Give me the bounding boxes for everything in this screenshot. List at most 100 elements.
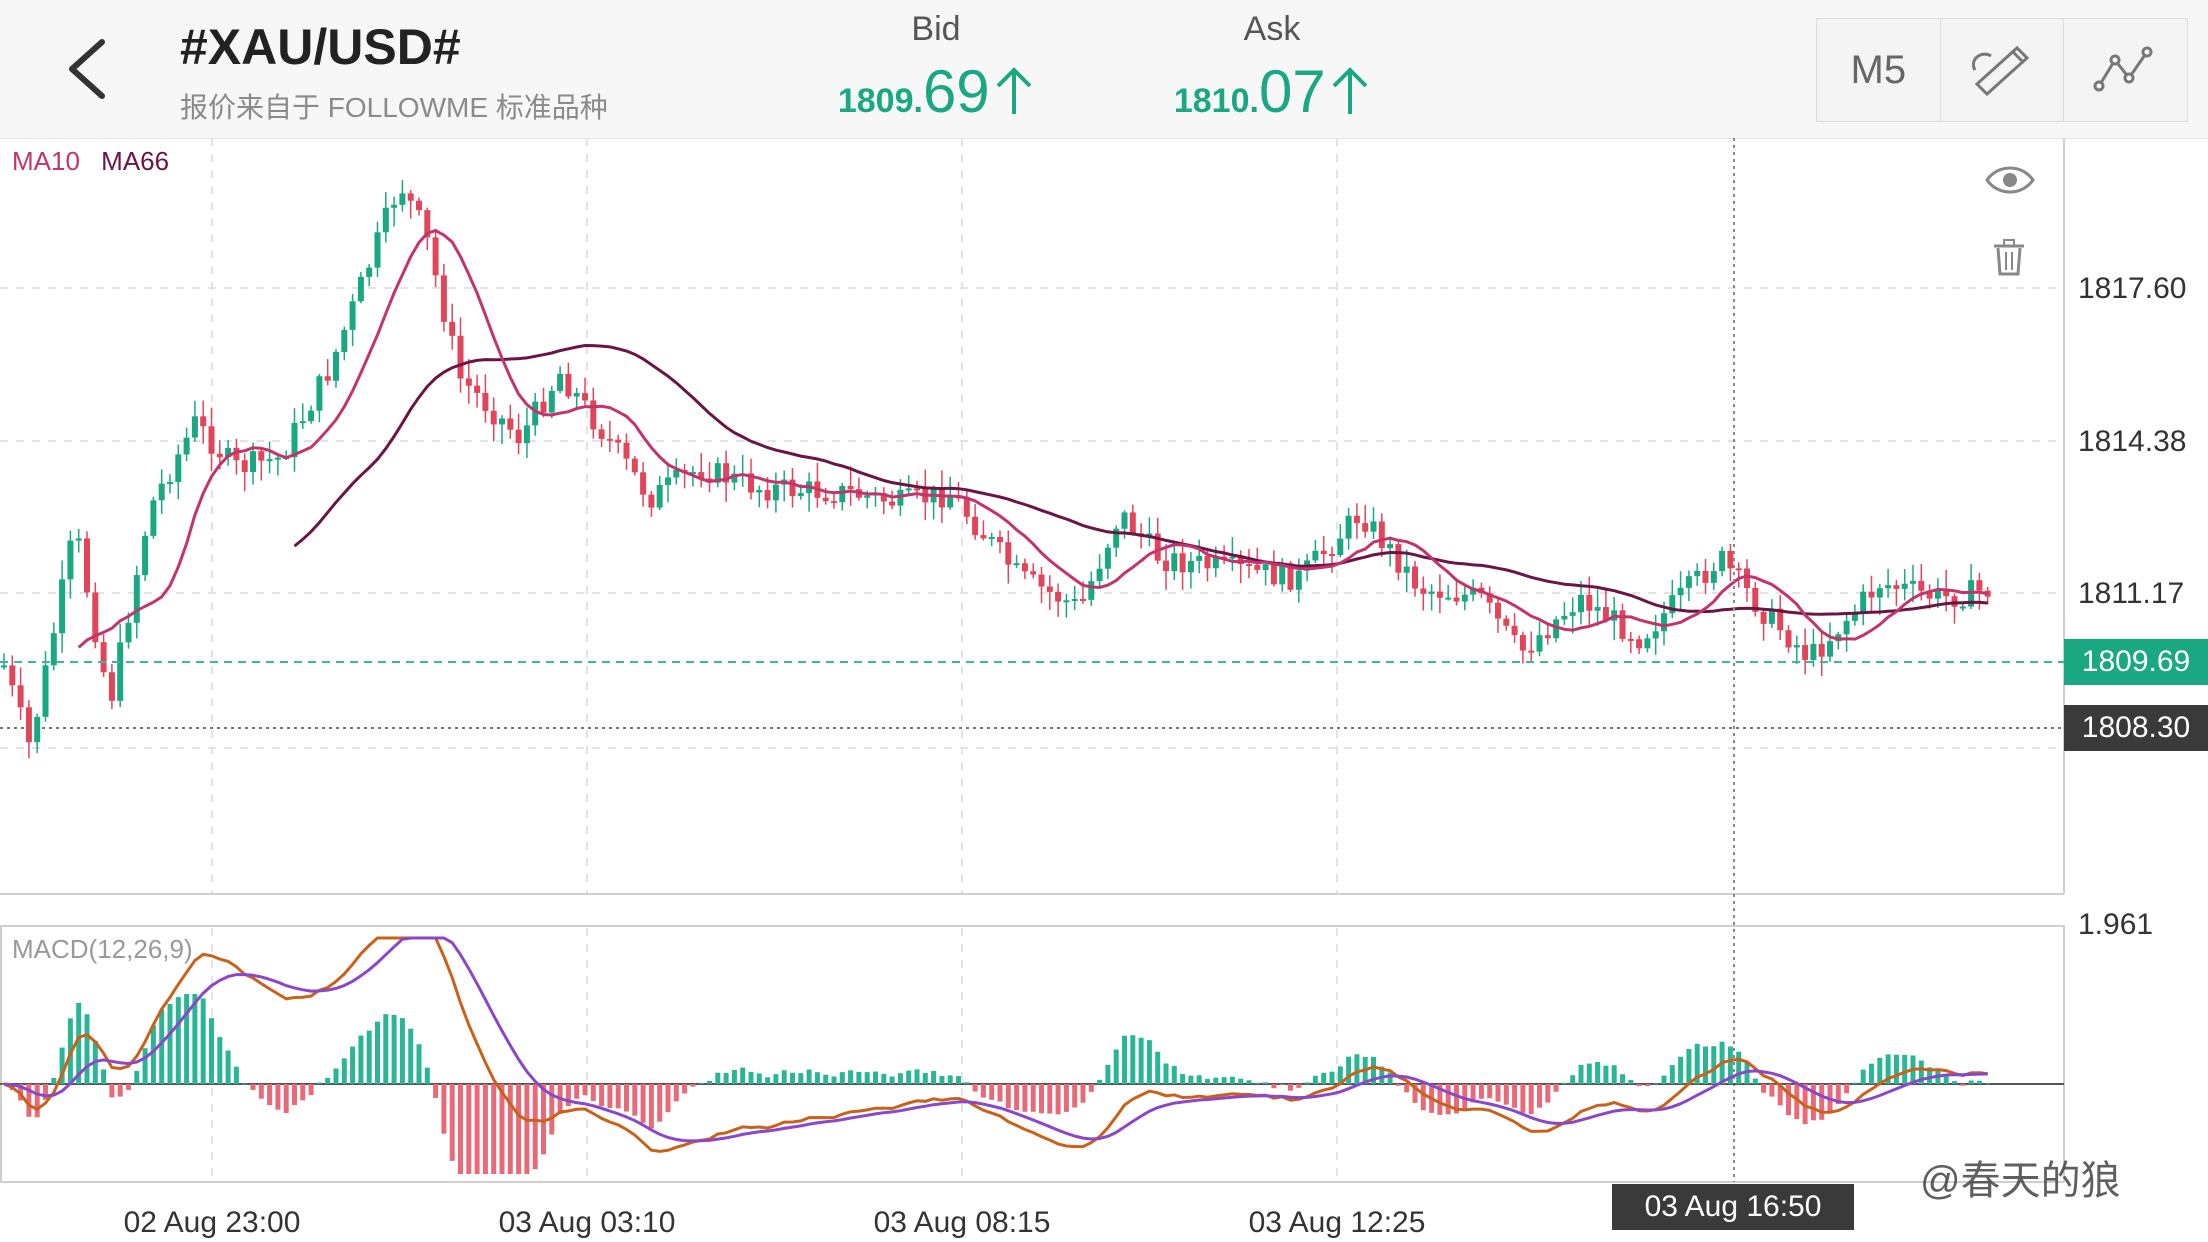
macd-histogram-bar [989,1084,995,1100]
eye-icon[interactable] [1984,160,2036,200]
macd-histogram-bar [458,1084,463,1174]
candle-body [1196,555,1203,561]
candle-body [274,457,281,460]
macd-histogram-bar [1976,1080,1982,1084]
candle-body [1851,611,1858,621]
candle-body [1387,544,1394,548]
macd-histogram-bar [980,1084,986,1098]
macd-histogram-bar [574,1084,580,1099]
macd-histogram-bar [1769,1084,1775,1097]
draw-tool-button[interactable] [1941,19,2065,121]
candle-body [606,438,613,441]
macd-histogram-bar [1055,1084,1061,1115]
candle-body [1702,570,1709,583]
candle-body [1063,600,1070,603]
candle-body [1868,591,1875,598]
candle-body [772,484,779,501]
candle-body [440,275,447,322]
price-chart[interactable]: 1817.60 1814.38 1811.17 1.961 02 Aug 23:… [0,138,2208,1242]
ma66-line [293,343,1988,616]
candle-body [42,665,49,717]
candle-body [1586,594,1593,611]
macd-histogram-bar [657,1084,663,1122]
macd-histogram-bar [1155,1051,1161,1084]
candle-body [748,473,754,493]
macd-histogram-bar [1528,1084,1534,1115]
macd-histogram-bar [632,1084,638,1116]
candle-body [1561,615,1568,620]
macd-histogram-bar [142,1048,148,1084]
candle-body [864,495,871,498]
candle-body [1544,635,1551,639]
candlesticks [1,179,1991,759]
macd-histogram-bar [441,1084,447,1134]
candle-body [457,335,464,379]
candle-body [548,390,555,413]
macd-histogram-bar [1512,1084,1518,1108]
candle-body [291,422,298,458]
back-arrow-icon[interactable] [60,34,120,104]
macd-histogram-bar [1246,1080,1252,1084]
macd-histogram-bar [1611,1065,1617,1084]
candle-body [1719,550,1726,572]
macd-line [3,936,1988,1153]
candle-body [723,463,730,483]
macd-histogram-bar [134,1071,140,1084]
candle-body [75,538,82,541]
macd-histogram-bar [1063,1084,1069,1112]
candle-body [1403,566,1410,573]
watermark: @春天的狼 [1920,1159,2121,1203]
candle-body [391,204,398,208]
candle-body [1337,538,1344,556]
macd-histogram-bar [1927,1067,1933,1084]
candle-body [1329,553,1335,556]
candle-body [125,622,132,643]
macd-histogram-bar [1595,1061,1601,1084]
candle-body [1602,607,1609,621]
macd-histogram-bar [1620,1074,1625,1084]
candle-body [1080,598,1086,601]
candle-body [1071,598,1078,601]
candle-body [1212,556,1219,569]
candle-body [225,447,232,458]
macd-histogram-bar [765,1077,771,1084]
price-axis-label: 1814.38 [2078,425,2186,458]
macd-histogram-bar [1711,1046,1717,1084]
candle-body [1752,588,1759,612]
macd-histogram-bar [408,1028,414,1084]
macd-histogram-bar [1644,1084,1650,1087]
candle-body [133,575,140,623]
candle-body [1179,553,1186,573]
macd-histogram-bar [922,1073,928,1084]
candle-body [175,454,182,483]
trash-icon[interactable] [1992,238,2026,276]
macd-histogram-bar [109,1084,115,1098]
candle-body [1885,585,1892,589]
candle-body [366,267,373,277]
macd-histogram-bar [1636,1084,1642,1087]
candle-body [1270,564,1277,585]
macd-histogram-bar [1794,1084,1800,1120]
timeframe-button[interactable]: M5 [1817,19,1941,121]
candle-body [1511,625,1518,636]
macd-histogram-bar [1296,1084,1302,1088]
candle-body [839,485,846,503]
indicator-button[interactable] [2064,19,2187,121]
macd-histogram-bar [1171,1066,1177,1084]
candle-body [988,537,995,540]
macd-histogram-bar [1960,1084,1966,1086]
candle-body [1578,594,1584,613]
candle-body [1445,597,1452,600]
macd-histogram-bar [947,1075,953,1084]
macd-histogram-bar [814,1072,820,1084]
candle-body [972,516,979,536]
macd-histogram-bar [1097,1079,1103,1084]
candle-body [1171,553,1178,572]
macd-histogram-bar [1138,1037,1144,1084]
macd-histogram-bar [665,1084,671,1113]
macd-histogram-bar [34,1084,40,1118]
candle-body [1627,638,1634,641]
macd-histogram-bar [341,1058,347,1084]
macd-panel-border [0,925,2065,1183]
macd-histogram-bar [707,1080,712,1084]
